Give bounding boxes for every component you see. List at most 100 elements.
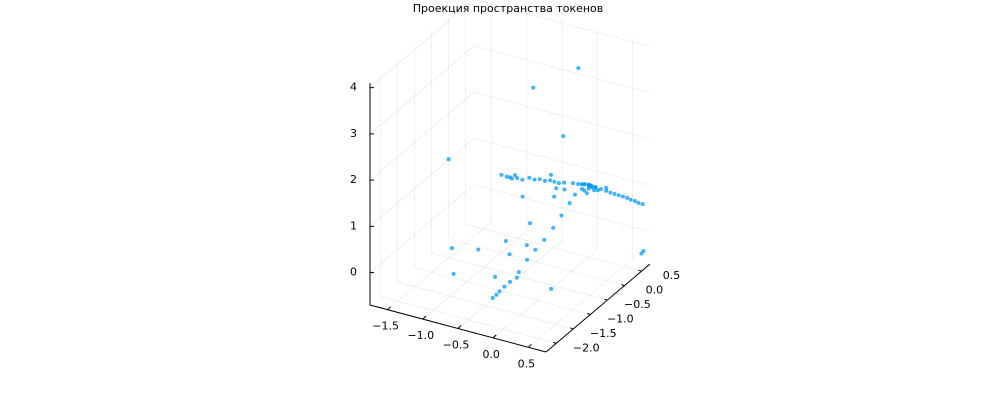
data-point <box>576 66 581 71</box>
x-tick <box>492 334 497 339</box>
data-point <box>520 194 525 199</box>
grid-line-z-side <box>369 138 475 227</box>
y-tick <box>638 269 642 272</box>
data-point <box>570 181 575 186</box>
x-tick <box>422 315 427 320</box>
grid-layer <box>369 0 651 348</box>
grid-line-y-floor <box>397 281 574 330</box>
data-point <box>552 179 557 184</box>
data-point <box>504 174 509 179</box>
y-tick-label: 0.5 <box>663 269 681 282</box>
y-tick-label: −1.5 <box>590 327 617 340</box>
data-point <box>616 193 621 198</box>
data-point <box>625 195 630 200</box>
data-point <box>562 187 567 192</box>
x-tick <box>528 343 532 348</box>
data-point <box>554 186 559 191</box>
x-tick <box>457 325 462 329</box>
data-point <box>446 157 451 162</box>
grid-line-z-side <box>369 45 475 135</box>
data-point <box>513 173 518 178</box>
data-point <box>552 194 557 199</box>
grid-line-z-back <box>474 0 651 47</box>
x-tick-label: −0.5 <box>443 339 470 352</box>
data-point <box>515 175 520 180</box>
data-point <box>499 172 504 177</box>
y-tick-label: −2.0 <box>573 341 600 354</box>
data-point <box>528 221 533 226</box>
grid-line-y-floor <box>448 238 625 286</box>
data-point <box>562 180 567 185</box>
data-point <box>507 175 512 180</box>
data-point <box>636 200 641 205</box>
y-axis-line <box>545 263 651 353</box>
data-point <box>604 185 609 190</box>
z-tick-label: 4 <box>350 81 357 94</box>
data-point <box>582 182 587 187</box>
data-points-layer <box>446 66 646 300</box>
x-tick-label: 0.5 <box>518 357 536 370</box>
data-point <box>551 225 556 230</box>
data-point <box>533 247 538 252</box>
data-point <box>598 187 603 192</box>
data-point <box>503 239 508 244</box>
data-point <box>632 198 637 203</box>
data-point <box>494 292 499 297</box>
grid-line-x-floor <box>387 221 492 310</box>
z-tick-label: 3 <box>350 127 357 140</box>
data-point <box>516 270 521 275</box>
data-point <box>527 175 532 180</box>
grid-line-x-floor <box>493 249 598 339</box>
data-point <box>587 184 592 189</box>
grid-line-z-back <box>473 45 651 94</box>
x-tick <box>387 306 391 311</box>
grid-line-z-back <box>473 184 651 232</box>
x-tick-label: −1.0 <box>407 329 434 342</box>
data-point <box>628 197 633 202</box>
y-tick <box>604 298 608 301</box>
y-tick <box>587 313 591 315</box>
data-point <box>573 192 578 197</box>
tick-label-layer: −1.5−1.0−0.50.00.5−2.0−1.5−1.0−0.50.00.5… <box>350 81 680 371</box>
data-point <box>576 181 581 186</box>
data-point <box>524 243 529 248</box>
grid-line-y-floor <box>380 296 557 344</box>
data-point <box>561 134 566 139</box>
data-point <box>567 201 572 206</box>
grid-line-y-floor <box>414 267 591 315</box>
grid-line-z-back <box>473 138 651 186</box>
data-point <box>532 177 537 182</box>
data-point <box>493 274 498 279</box>
data-point <box>549 286 554 291</box>
y-tick-label: 0.0 <box>646 284 664 297</box>
data-point <box>497 289 502 294</box>
y-tick <box>553 341 557 344</box>
data-point <box>507 252 512 257</box>
data-point <box>559 213 564 218</box>
data-point <box>640 202 645 207</box>
grid-line-y-floor <box>431 252 608 301</box>
data-point <box>514 275 519 280</box>
data-point <box>476 247 481 252</box>
data-point <box>620 194 625 199</box>
data-point <box>604 188 609 193</box>
data-point <box>582 188 587 193</box>
grid-line-x-floor <box>457 240 563 329</box>
data-point <box>520 177 525 182</box>
data-point <box>548 172 553 177</box>
x-tick-label: −1.5 <box>372 320 399 333</box>
data-point <box>584 191 589 196</box>
data-point <box>449 246 454 251</box>
grid-line-z-back <box>473 91 651 140</box>
data-point <box>451 271 456 276</box>
data-point <box>595 188 600 193</box>
y-tick <box>570 327 574 330</box>
z-tick-label: 0 <box>350 266 357 279</box>
x-tick-label: 0.0 <box>482 348 500 361</box>
grid-line-z-side <box>369 0 475 88</box>
y-tick-label: −0.5 <box>624 298 651 311</box>
data-point <box>590 185 595 190</box>
z-tick-label: 2 <box>350 173 357 186</box>
data-point <box>556 181 561 186</box>
